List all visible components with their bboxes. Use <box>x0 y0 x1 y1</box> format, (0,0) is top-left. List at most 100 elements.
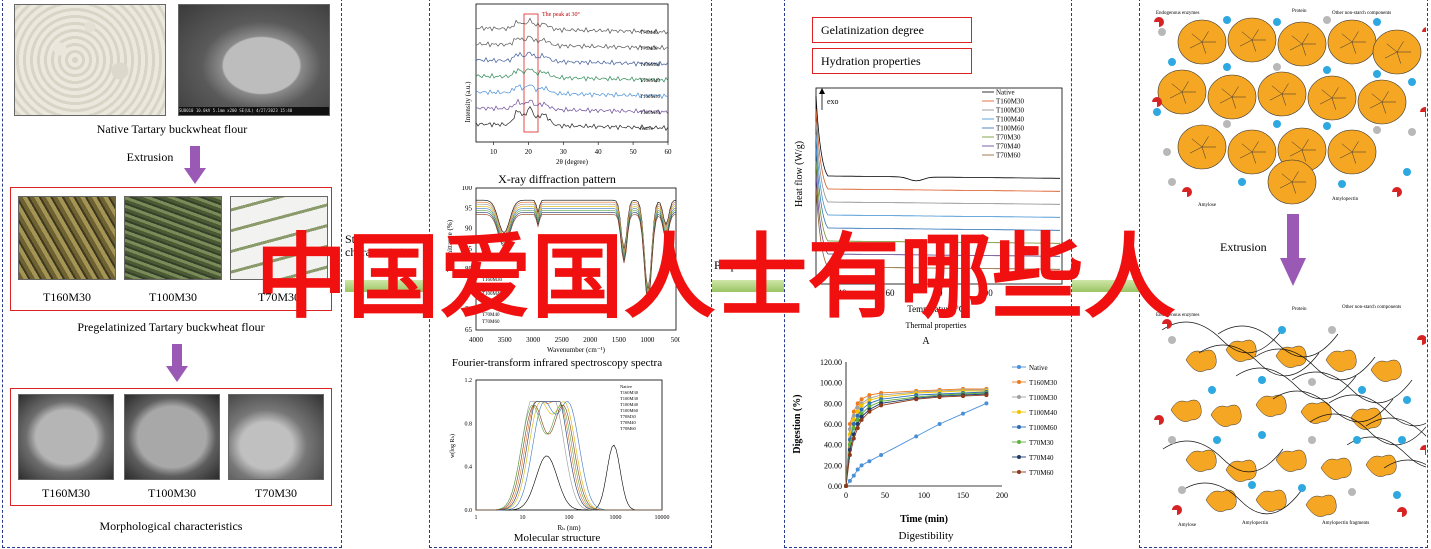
dsc-xtick-label: 100 <box>979 288 993 298</box>
digestion-ytick-label: 40.00 <box>824 441 842 450</box>
protein-particle <box>1273 18 1281 26</box>
digestion-point <box>984 393 989 398</box>
dsc-legend-entry: T70M30 <box>996 134 1021 142</box>
ftir-xtick-label: 500 <box>671 336 680 344</box>
starch-fragment <box>1185 349 1217 372</box>
digestion-ytick-label: 80.00 <box>824 399 842 408</box>
ftir-ytick-label: 95 <box>465 204 473 212</box>
digestion-point <box>867 401 872 406</box>
ftir-xtick-label: 4000 <box>469 336 484 344</box>
starch-fragment <box>1185 449 1217 472</box>
hydration-box: Hydration properties <box>812 48 972 74</box>
dsc-series-group <box>815 95 1060 270</box>
dsc-series-line <box>815 160 1060 244</box>
ftir-series-line <box>476 214 677 304</box>
ftir-ytick-label: 75 <box>465 285 473 293</box>
dsc-ylabel: Heat flow (W/g) <box>794 141 805 207</box>
amylose-chain <box>1383 459 1426 469</box>
digestion-legend-entry: T100M30 <box>1029 394 1058 402</box>
dsc-xlabel: Temperature/°C <box>907 304 964 314</box>
digestion-point <box>961 394 965 399</box>
morph-sem-1 <box>18 394 114 480</box>
xrd-ylabel: Intensity (a.u.) <box>464 81 472 123</box>
amylose-chain <box>1272 390 1394 423</box>
digestion-ytick-label: 120.00 <box>820 358 842 367</box>
digestion-chart: 120.00 100.00 80.00 60.00 40.00 20.00 0.00 0 50… <box>792 358 1058 525</box>
schematic-bottom-label-protein: Protein <box>1292 307 1307 312</box>
digestion-point <box>879 453 884 457</box>
digestion-point <box>867 404 872 409</box>
ftir-xtick-label: 3500 <box>498 336 513 344</box>
digestion-point <box>859 417 864 422</box>
schematic-bottom-label-enzyme: Endogenous enzymes <box>1156 313 1200 318</box>
digestion-point <box>984 401 989 406</box>
amylose-chain <box>1198 344 1320 377</box>
digestion-legend-entry: T100M40 <box>1029 409 1058 417</box>
connector-3 <box>1072 280 1140 292</box>
digestion-ytick-label: 60.00 <box>824 420 842 429</box>
protein-particle <box>1353 436 1361 444</box>
amylose-chain <box>1217 325 1339 358</box>
pregel-sample-3: T70M30 <box>258 290 300 304</box>
schematic-extrusion-label: Extrusion <box>1220 240 1267 254</box>
digestion-legend-entry: T100M60 <box>1029 424 1058 432</box>
starch-fragment <box>1370 359 1402 382</box>
morph-sample-1: T160M30 <box>42 486 90 500</box>
protein-particle <box>1223 120 1231 128</box>
mol-legend-entry: T70M30 <box>620 414 637 419</box>
protein-particle <box>1298 484 1306 492</box>
ftir-ytick-label: 100 <box>462 186 473 192</box>
protein-particle <box>1338 180 1346 188</box>
starch-fragment <box>1225 339 1257 362</box>
protein-particle <box>1408 78 1416 86</box>
digestion-point <box>867 459 872 464</box>
digestion-series-group <box>844 386 989 488</box>
starch-fragment <box>1365 454 1397 477</box>
enzyme-icon <box>1182 187 1192 197</box>
digestion-point <box>859 397 864 402</box>
protein-particle <box>1398 436 1406 444</box>
mol-series-group <box>476 401 662 511</box>
starch-fragment <box>1300 401 1332 424</box>
dsc-series-line <box>815 147 1060 231</box>
dsc-legend-entry: T100M30 <box>996 107 1025 115</box>
xrd-series-line <box>475 106 669 132</box>
morph-caption: Morphological characteristics <box>99 519 243 533</box>
digestion-xtick-label: 100 <box>918 491 930 500</box>
dsc-xtick-label: 60 <box>886 288 896 298</box>
digestion-point <box>867 398 872 403</box>
mol-ylabel: w(log Rₕ) <box>449 434 456 458</box>
digestion-xtick-label: 200 <box>996 491 1008 500</box>
dsc-series-line <box>815 173 1060 257</box>
digestion-legend-entry: Native <box>1029 364 1048 372</box>
digestion-ytick-label: 20.00 <box>824 461 842 470</box>
morph-sample-2: T100M30 <box>148 486 196 500</box>
digestion-point <box>855 467 860 472</box>
digestion-legend-entry: T70M40 <box>1029 454 1054 462</box>
xrd-xlabel: 2θ (degree) <box>556 158 589 166</box>
ftir-legend-entry: Native <box>482 271 496 276</box>
mol-legend: NativeT160M30T100M30T100M40T100M60T70M30… <box>620 384 639 431</box>
ftir-xtick-label: 2000 <box>583 336 598 344</box>
enzyme-icon <box>1420 107 1426 117</box>
ftir-legend-entry: T100M30 <box>482 285 503 290</box>
xrd-series-label: Native <box>640 127 654 132</box>
dsc-series-line <box>815 134 1060 218</box>
dsc-series-line <box>815 186 1060 270</box>
amylose-chain <box>1365 417 1426 437</box>
ftir-ylabel: Transmittance (%) <box>446 219 454 272</box>
digestion-caption: Digestibility <box>898 530 954 542</box>
amylose-chain <box>1180 482 1302 515</box>
schematic-bottom-label-amylopectin: Amylopectin <box>1242 521 1269 526</box>
digestion-point <box>851 473 856 478</box>
xrd-xtick-label: 50 <box>630 148 638 156</box>
digestion-ylabel: Digestion (%) <box>792 394 803 453</box>
ftir-xtick-label: 1500 <box>612 336 627 344</box>
structural-label: Structural characteristics <box>345 233 425 259</box>
mol-ytick-label: 1.2 <box>465 378 473 384</box>
starch-fragment <box>1205 489 1237 512</box>
xrd-xtick-label: 20 <box>525 148 533 156</box>
schematic-top-label-other: Other non-starch components <box>1332 11 1391 16</box>
pregelatinized-box <box>10 187 332 311</box>
dsc-caption: Thermal properties <box>905 321 966 330</box>
